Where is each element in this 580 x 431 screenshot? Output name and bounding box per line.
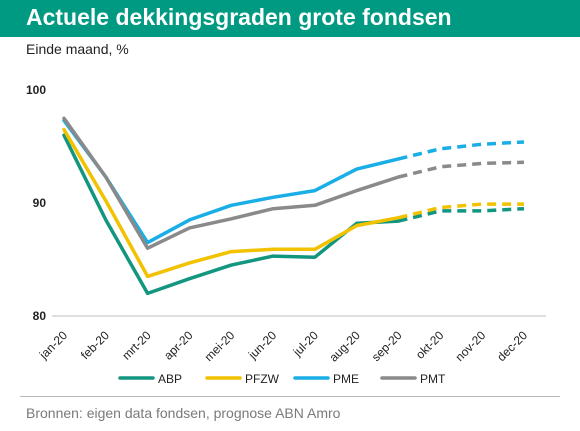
source-note: Bronnen: eigen data fondsen, prognose AB… [26, 405, 341, 421]
chart-title: Actuele dekkingsgraden grote fondsen [26, 4, 452, 30]
series-forecast-line-pmt [398, 160, 525, 179]
x-tick-label: mei-20 [202, 328, 238, 364]
y-tick-label: 90 [33, 196, 47, 210]
series-forecast-line-pme [398, 140, 525, 161]
x-tick-label: jan-20 [36, 328, 70, 362]
x-tick-label: nov-20 [452, 328, 488, 364]
x-tick-label: feb-20 [78, 328, 112, 362]
title-bar: Actuele dekkingsgraden grote fondsen [0, 0, 580, 37]
y-tick-label: 100 [26, 83, 46, 97]
legend-label-pme: PME [333, 372, 359, 386]
x-tick-label: jun-20 [245, 328, 279, 362]
series-line-pmt [62, 116, 401, 250]
legend-label-pfzw: PFZW [245, 372, 280, 386]
x-tick-label: apr-20 [161, 328, 196, 363]
series-line-pfzw [62, 127, 401, 279]
x-tick-label: aug-20 [327, 328, 364, 365]
line-chart: 80 90 100 jan-20 feb-20 mrt-20 apr-20 mei-20 jun… [26, 83, 546, 386]
x-tick-label: jul-20 [290, 328, 322, 360]
y-tick-label: 80 [33, 309, 47, 323]
series-forecast-line-pfzw [398, 202, 524, 220]
x-tick-label: sep-20 [369, 328, 405, 364]
legend-label-pmt: PMT [420, 372, 446, 386]
series-line-pme [62, 118, 401, 245]
x-tick-label: dec-20 [494, 328, 530, 364]
series-forecast-line-abp [398, 206, 525, 223]
x-tick-label: mrt-20 [119, 328, 154, 363]
chart-subtitle: Einde maand, % [26, 41, 129, 57]
footer-divider [20, 396, 560, 397]
x-tick-label: okt-20 [413, 328, 447, 362]
legend-label-abp: ABP [158, 372, 182, 386]
